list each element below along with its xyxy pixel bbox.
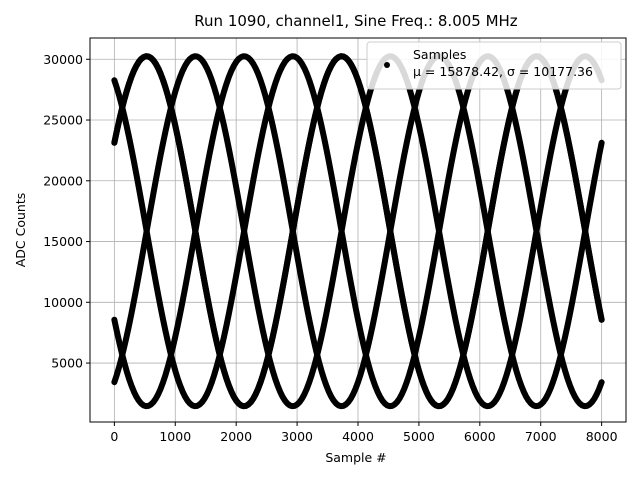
y-axis: 5000 10000 15000 20000 25000 30000 [43,52,90,371]
x-tick-label: 0 [110,429,118,444]
x-tick-label: 4000 [342,429,374,444]
chart-title: Run 1090, channel1, Sine Freq.: 8.005 MH… [194,12,518,30]
x-axis-label: Sample # [325,450,386,465]
x-tick-label: 6000 [464,429,496,444]
x-tick-label: 1000 [159,429,191,444]
y-tick-label: 5000 [51,356,83,371]
x-tick-label: 7000 [525,429,557,444]
x-tick-label: 8000 [586,429,618,444]
x-tick-label: 5000 [403,429,435,444]
y-tick-label: 15000 [43,234,83,249]
y-tick-label: 25000 [43,113,83,128]
sample-branch-branch-4 [111,53,605,410]
legend-box [366,41,622,90]
legend-entry-name: Samples [413,47,466,62]
x-tick-label: 2000 [220,429,252,444]
y-tick-label: 20000 [43,173,83,188]
y-axis-label: ADC Counts [13,193,28,268]
legend-marker [384,62,390,68]
sample-branch-branch-3 [111,53,605,410]
y-tick-label: 30000 [43,52,83,67]
x-tick-label: 3000 [281,429,313,444]
data-layer [111,53,605,410]
y-tick-label: 10000 [43,295,83,310]
legend: Samples μ = 15878.42, σ = 10177.36 [366,41,622,90]
legend-entry-stats: μ = 15878.42, σ = 10177.36 [413,64,593,79]
x-axis: 0 1000 2000 3000 4000 5000 6000 7000 8000 [110,422,618,444]
